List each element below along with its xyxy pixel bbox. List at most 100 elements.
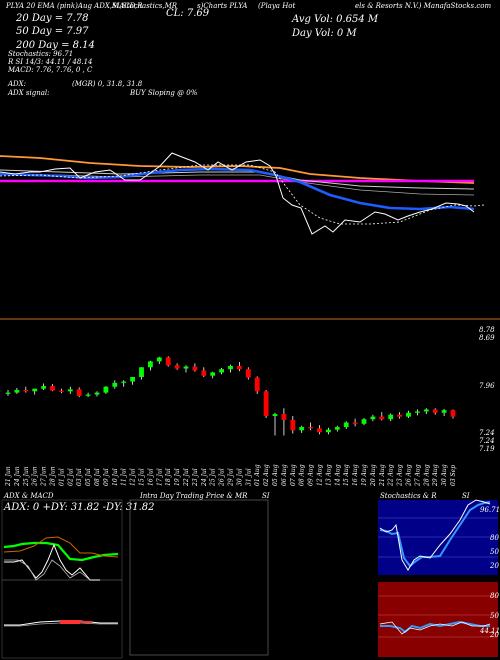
header-title-right: (Playa Hot <box>258 2 296 10</box>
date-label: 26 Aug <box>406 464 413 487</box>
date-label: 16 Aug <box>352 464 359 486</box>
date-label: 01 Aug <box>254 464 261 486</box>
close-price-label: CL: 7.69 <box>166 8 210 19</box>
candle-body <box>130 377 135 382</box>
stochastics-title: Stochastics & R <box>380 492 437 500</box>
date-label: 14 Aug <box>334 464 341 486</box>
candle-body <box>370 416 376 420</box>
date-label: 19 Aug <box>361 464 368 486</box>
date-label: 23 Aug <box>397 464 404 487</box>
ma50-label: 50 Day = 7.97 <box>16 26 89 37</box>
date-label: 06 Aug <box>281 464 288 486</box>
date-label: 12 Aug <box>317 464 324 486</box>
date-label: 02 Jul <box>67 468 74 486</box>
candle-body <box>192 366 198 371</box>
candle-body <box>334 427 340 430</box>
date-label: 24 Jun <box>14 466 21 487</box>
date-label: 27 Aug <box>414 464 421 487</box>
candle-body <box>210 372 216 376</box>
date-label: 27 Jun <box>41 466 48 487</box>
candle-body <box>388 414 394 420</box>
candle-body <box>281 414 287 420</box>
rsi-tick-20: 20 <box>490 631 499 639</box>
date-label: 30 Jul <box>236 468 243 486</box>
candle-body <box>326 429 331 433</box>
candle-body <box>441 410 447 413</box>
candle-body <box>32 388 38 392</box>
date-label: 12 Jul <box>130 468 137 486</box>
date-label: 03 Jul <box>76 468 83 486</box>
candle-body <box>23 390 29 392</box>
date-label: 08 Aug <box>299 464 306 486</box>
date-label: 05 Jul <box>85 468 92 486</box>
adx-white-line-2 <box>4 559 91 581</box>
stoch-white-line <box>379 499 491 571</box>
candle-body <box>450 410 456 417</box>
candle-body <box>50 386 55 391</box>
adx-panel-values: ADX: 0 +DY: 31.82 -DY: 31.82 <box>4 502 155 513</box>
intraday-panel-frame <box>129 499 269 656</box>
date-label: 25 Jun <box>23 466 30 487</box>
candle-body <box>308 427 313 429</box>
date-label: 18 Jul <box>165 468 172 486</box>
date-label: 15 Jul <box>139 468 146 486</box>
date-label: 29 Aug <box>432 464 439 487</box>
candle-body <box>76 389 82 396</box>
stoch-tick-80: 80 <box>490 534 499 542</box>
adx-green-line <box>3 541 119 562</box>
candle-body <box>41 386 46 389</box>
date-label: 09 Jul <box>103 468 110 486</box>
price-label-5: 7.24 <box>479 437 495 445</box>
candle-body <box>219 369 224 373</box>
macd-histogram <box>60 620 92 624</box>
ma-grey-line-2 <box>0 173 475 196</box>
date-label: 13 Aug <box>325 464 332 486</box>
candle-body <box>67 389 73 392</box>
candle-body <box>112 382 118 387</box>
candle-body <box>272 414 278 416</box>
header-title-left: PLYA 20 EMA (pink)Aug ADX,MACD,R <box>6 2 143 10</box>
candle-body <box>156 357 162 362</box>
date-label: 22 Jul <box>183 468 190 487</box>
date-label: 26 Jun <box>32 466 39 487</box>
candle-body <box>263 391 269 416</box>
macd-label: MACD: 7.76, 7.76, 0 , C <box>8 66 93 74</box>
adx-label: ADX: <box>8 80 27 88</box>
candle-body <box>148 361 153 368</box>
candle-body <box>299 427 305 431</box>
date-label: 11 Jul <box>121 468 128 486</box>
adx-macd-title: ADX & MACD <box>4 492 54 500</box>
date-label: 21 Aug <box>379 464 386 487</box>
candle-body <box>254 377 260 392</box>
rsi-current-value: 44.11 <box>480 627 500 635</box>
candle-body <box>183 366 189 369</box>
candle-body <box>317 428 322 433</box>
date-label: 21 Jun <box>5 466 12 487</box>
candle-body <box>85 394 91 396</box>
candle-body <box>432 409 438 413</box>
intraday-si-label: SI <box>262 492 270 500</box>
rsi-white-line <box>379 621 491 635</box>
date-label: 31 Jul <box>245 468 252 486</box>
stoch-tick-50: 50 <box>490 548 499 556</box>
date-label: 02 Aug <box>263 464 270 486</box>
candle-body <box>290 419 296 431</box>
header-title-mid2: s)Charts PLYA <box>197 2 248 10</box>
date-label: 25 Jul <box>210 468 217 487</box>
adx-panel-frame <box>1 499 123 659</box>
stochastics-label: Stochastics: 96.71 <box>8 50 74 58</box>
date-label: 01 Jul <box>58 468 65 486</box>
day-volume-label: Day Vol: 0 M <box>292 28 357 39</box>
date-label: 28 Aug <box>423 464 430 487</box>
date-label: 22 Aug <box>388 464 395 487</box>
header-title-right2: els & Resorts N.V.) ManafaStocks.com <box>355 2 492 10</box>
candle-body <box>361 419 367 424</box>
candle-body <box>415 411 420 413</box>
price-label-3: 7.96 <box>479 382 495 390</box>
date-label: 09 Aug <box>308 464 315 486</box>
date-label: 07 Aug <box>290 464 297 486</box>
date-label: 28 Jun <box>50 466 57 487</box>
avg-volume-label: Avg Vol: 0.654 M <box>292 14 379 25</box>
candle-body <box>139 367 144 377</box>
rsi-label: R SI 14/3: 44.11 / 48.14 <box>8 58 93 66</box>
